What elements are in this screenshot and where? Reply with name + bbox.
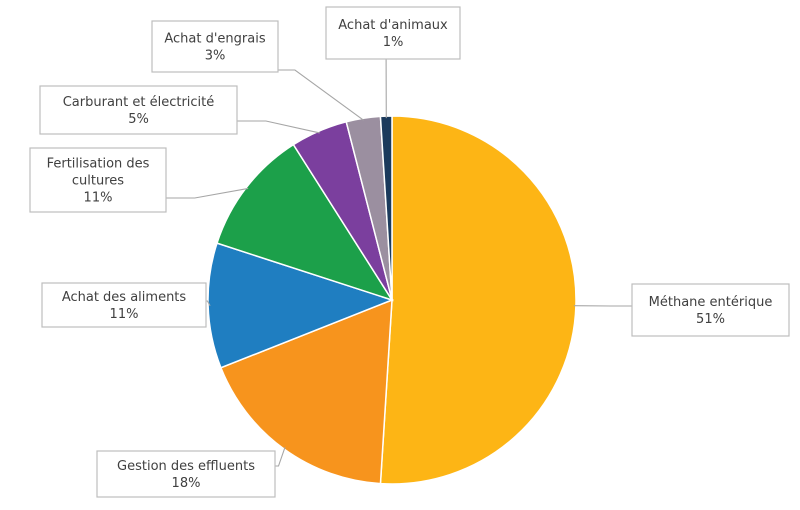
callout-box bbox=[96, 450, 276, 498]
slice-name-label: Achat d'engrais bbox=[164, 32, 265, 47]
leader-line-achat-d-engrais bbox=[258, 69, 364, 121]
callout-box bbox=[29, 147, 167, 213]
pie-slice-gestion-des-effluents bbox=[219, 298, 393, 485]
callout-methane-enterique: Méthane entérique 51% bbox=[631, 283, 790, 337]
slice-name-label: Achat des aliments bbox=[62, 290, 187, 305]
slice-callouts: Méthane entérique 51% Gestion des effluent… bbox=[29, 6, 790, 498]
slice-name-label: Carburant et électricité bbox=[63, 95, 215, 110]
callout-box bbox=[39, 85, 238, 135]
callout-box bbox=[631, 283, 790, 337]
callout-gestion-des-effluents: Gestion des effluents 18% bbox=[96, 450, 276, 498]
callout-achat-d-animaux: Achat d'animaux 1% bbox=[325, 6, 461, 60]
leader-line-gestion-des-effluents bbox=[275, 447, 286, 467]
callout-box bbox=[41, 282, 207, 328]
slice-percent-label: 3% bbox=[205, 49, 226, 64]
pie-slices bbox=[207, 115, 577, 485]
callout-carburant-et-electricite: Carburant et électricité 5% bbox=[39, 85, 238, 135]
slice-percent-label: 5% bbox=[128, 112, 149, 127]
slice-percent-label: 51% bbox=[696, 312, 725, 327]
callout-achat-des-aliments: Achat des aliments 11% bbox=[41, 282, 207, 328]
slice-name-label: Fertilisation des bbox=[47, 157, 150, 172]
slice-percent-label: 11% bbox=[110, 307, 139, 322]
pie-slice-fertilisation-des-cultures bbox=[216, 143, 394, 302]
callout-achat-d-engrais: Achat d'engrais 3% bbox=[151, 20, 279, 73]
leader-line-carburant-et-electricite bbox=[237, 120, 320, 134]
pie-slice-achat-des-aliments bbox=[207, 242, 395, 369]
slice-percent-label: 18% bbox=[172, 476, 201, 491]
slice-name-label: cultures bbox=[72, 174, 124, 189]
callout-box bbox=[151, 20, 279, 73]
slice-name-label: Méthane entérique bbox=[649, 295, 773, 310]
slice-name-label: Achat d'animaux bbox=[338, 18, 448, 33]
leader-lines bbox=[166, 58, 632, 467]
callout-box bbox=[325, 6, 461, 60]
slice-percent-label: 11% bbox=[84, 191, 113, 206]
slice-name-label: Gestion des effluents bbox=[117, 459, 255, 474]
leader-line-fertilisation-des-cultures bbox=[166, 187, 249, 199]
slice-percent-label: 1% bbox=[383, 35, 404, 50]
pie-slice-methane-enterique bbox=[379, 115, 577, 485]
callout-fertilisation-des-cultures: Fertilisation des cultures 11% bbox=[29, 147, 167, 213]
